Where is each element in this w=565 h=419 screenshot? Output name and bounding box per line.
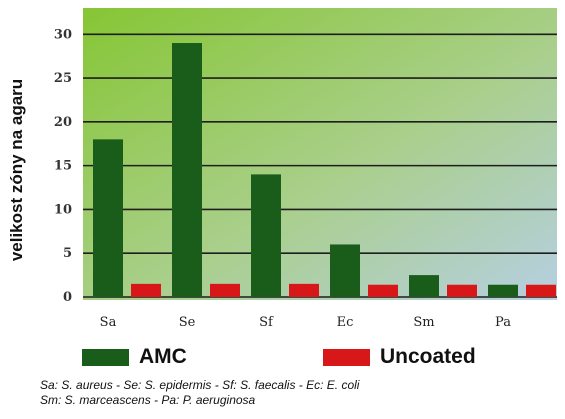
y-tick-label: 20 bbox=[54, 115, 72, 130]
legend-item-amc: AMC bbox=[82, 345, 187, 369]
legend-label-uncoated: Uncoated bbox=[380, 345, 476, 368]
y-tick-labels: 0 5 10 15 20 25 30 bbox=[54, 27, 72, 305]
bar-uncoated-sf bbox=[289, 283, 319, 297]
y-tick-label: 0 bbox=[63, 290, 72, 305]
y-tick-label: 25 bbox=[54, 71, 72, 86]
bar-amc-pa bbox=[488, 284, 518, 297]
x-category-labels: Sa Se Sf Ec Sm Pa bbox=[100, 315, 512, 330]
x-category-label: Sm bbox=[413, 315, 434, 330]
bar-uncoated-se bbox=[210, 283, 240, 297]
x-category-label: Se bbox=[179, 315, 196, 330]
bar-uncoated-sa bbox=[131, 283, 161, 297]
y-tick-label: 15 bbox=[54, 159, 72, 174]
legend-item-uncoated: Uncoated bbox=[323, 345, 476, 369]
legend-swatch-amc bbox=[82, 348, 129, 366]
bar-amc-ec bbox=[330, 244, 360, 297]
caption-line-1: Sa: S. aureus - Se: S. epidermis - Sf: S… bbox=[40, 378, 360, 392]
legend-swatch-uncoated bbox=[323, 348, 370, 366]
y-tick-label: 10 bbox=[54, 202, 72, 217]
x-category-label: Pa bbox=[495, 315, 511, 330]
bar-amc-se bbox=[172, 43, 202, 297]
x-category-label: Sa bbox=[100, 315, 117, 330]
plot-background bbox=[83, 8, 557, 300]
bar-uncoated-ec bbox=[368, 284, 398, 297]
bar-amc-sm bbox=[409, 275, 439, 297]
bar-amc-sa bbox=[93, 139, 123, 297]
y-tick-label: 5 bbox=[63, 246, 72, 261]
bar-uncoated-pa bbox=[526, 284, 556, 297]
gridlines bbox=[83, 33, 557, 298]
legend: AMC Uncoated bbox=[0, 345, 565, 375]
bars bbox=[93, 43, 556, 297]
caption-line-2: Sm: S. marceascens - Pa: P. aeruginosa bbox=[40, 393, 256, 407]
y-axis-label: velikost zóny na agaru bbox=[7, 79, 26, 261]
y-tick-label: 30 bbox=[54, 27, 72, 42]
chart: 0 5 10 15 20 25 30 Sa Se Sf Ec Sm Pa velikost zóny … bbox=[7, 8, 557, 330]
x-category-label: Ec bbox=[337, 315, 354, 330]
bar-amc-sf bbox=[251, 174, 281, 297]
x-category-label: Sf bbox=[259, 315, 274, 330]
caption: Sa: S. aureus - Se: S. epidermis - Sf: S… bbox=[40, 378, 560, 408]
bar-uncoated-sm bbox=[447, 284, 477, 297]
legend-label-amc: AMC bbox=[139, 345, 187, 368]
